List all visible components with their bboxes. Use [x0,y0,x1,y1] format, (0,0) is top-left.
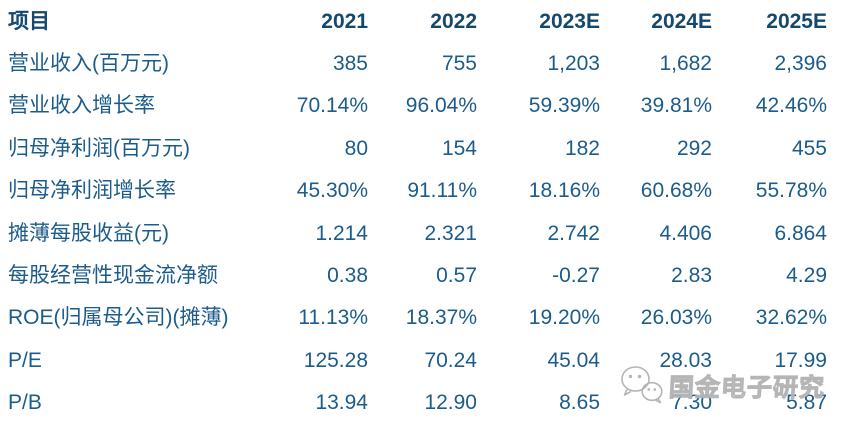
table-row: 每股经营性现金流净额 0.38 0.57 -0.27 2.83 4.29 [0,254,842,296]
row-label: 每股经营性现金流净额 [8,264,218,288]
cell-value: 455 [791,136,827,160]
cell-value: 154 [441,136,477,160]
row-label: P/B [8,391,42,415]
table-row: 营业收入(百万元) 385 755 1,203 1,682 2,396 [0,42,842,84]
cell-value: -0.27 [552,264,600,288]
table-row: P/B 13.94 12.90 8.65 7.30 5.87 [0,382,842,424]
row-label: ROE(归属母公司)(摊薄) [8,306,229,330]
table-row: 归母净利润增长率 45.30% 91.11% 18.16% 60.68% 55.78% [0,170,842,212]
cell-value: 292 [676,136,712,160]
row-label: 归母净利润(百万元) [8,136,190,160]
cell-value: 182 [564,136,600,160]
cell-value: 7.30 [671,391,712,415]
cell-value: 0.57 [436,264,477,288]
header-year: 2022 [430,9,477,33]
cell-value: 125.28 [303,348,368,372]
cell-value: 70.24 [424,348,477,372]
cell-value: 12.90 [424,391,477,415]
row-label: 归母净利润增长率 [8,179,176,203]
cell-value: 6.864 [774,221,827,245]
table-row: P/E 125.28 70.24 45.04 28.03 17.99 [0,339,842,381]
cell-value: 18.37% [405,306,477,330]
cell-value: 17.99 [774,348,827,372]
cell-value: 55.78% [755,179,827,203]
cell-value: 96.04% [405,94,477,118]
cell-value: 32.62% [755,306,827,330]
table-header-row: 项目 2021 2022 2023E 2024E 2025E [0,0,842,42]
cell-value: 60.68% [640,179,712,203]
table-body: 营业收入(百万元) 385 755 1,203 1,682 2,396 营业收入增长率 70.… [0,42,842,424]
cell-value: 4.29 [786,264,827,288]
cell-value: 5.87 [786,391,827,415]
cell-value: 1,682 [659,52,712,76]
table-row: 摊薄每股收益(元) 1.214 2.321 2.742 4.406 6.864 [0,212,842,254]
header-year: 2021 [321,9,368,33]
header-item-label: 项目 [8,9,50,33]
cell-value: 42.46% [755,94,827,118]
cell-value: 26.03% [640,306,712,330]
cell-value: 28.03 [659,348,712,372]
cell-value: 59.39% [528,94,600,118]
cell-value: 385 [332,52,368,76]
table-row: ROE(归属母公司)(摊薄) 11.13% 18.37% 19.20% 26.03% 32… [0,297,842,339]
cell-value: 1.214 [315,221,368,245]
header-year: 2024E [651,9,712,33]
cell-value: 2.83 [671,264,712,288]
table-row: 归母净利润(百万元) 80 154 182 292 455 [0,127,842,169]
row-label: 营业收入(百万元) [8,52,169,76]
cell-value: 91.11% [407,179,477,203]
cell-value: 8.65 [559,391,600,415]
cell-value: 19.20% [528,306,600,330]
table-row: 营业收入增长率 70.14% 96.04% 59.39% 39.81% 42.46% [0,85,842,127]
cell-value: 2.321 [424,221,477,245]
cell-value: 13.94 [315,391,368,415]
cell-value: 1,203 [547,52,600,76]
cell-value: 80 [344,136,368,160]
cell-value: 70.14% [296,94,368,118]
row-label: P/E [8,348,42,372]
cell-value: 45.04 [547,348,600,372]
header-year: 2025E [766,9,827,33]
cell-value: 0.38 [327,264,368,288]
cell-value: 18.16% [528,179,600,203]
cell-value: 4.406 [659,221,712,245]
cell-value: 11.13% [298,306,368,330]
row-label: 营业收入增长率 [8,94,155,118]
cell-value: 45.30% [296,179,368,203]
cell-value: 755 [441,52,477,76]
row-label: 摊薄每股收益(元) [8,221,169,245]
cell-value: 39.81% [640,94,712,118]
cell-value: 2.742 [547,221,600,245]
header-year: 2023E [539,9,600,33]
cell-value: 2,396 [774,52,827,76]
